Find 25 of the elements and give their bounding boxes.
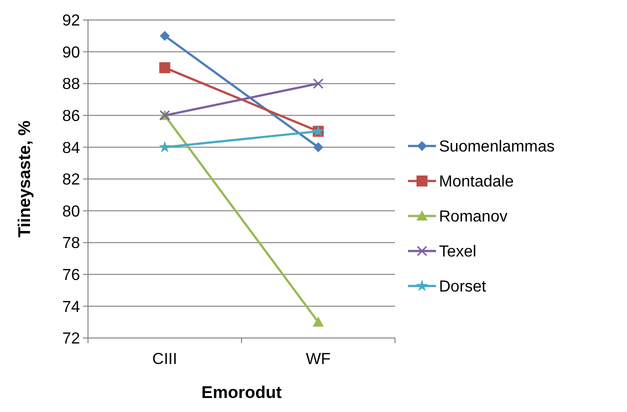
y-tick-label: 84 bbox=[62, 140, 80, 157]
y-tick-label: 88 bbox=[62, 76, 80, 94]
y-tick-label: 76 bbox=[62, 267, 80, 284]
y-tick-label: 74 bbox=[62, 298, 80, 316]
x-tick-label: CIII bbox=[152, 351, 178, 368]
y-tick-label: 80 bbox=[62, 203, 80, 220]
point bbox=[158, 140, 171, 152]
y-tick-label: 92 bbox=[62, 12, 80, 30]
y-tick-label: 90 bbox=[62, 44, 80, 62]
y-tick-label: 72 bbox=[62, 330, 80, 348]
legend-label: Romanov bbox=[439, 208, 508, 226]
y-tick-label: 86 bbox=[62, 108, 80, 125]
point bbox=[160, 30, 170, 41]
point bbox=[313, 78, 324, 89]
y-tick-label: 78 bbox=[62, 235, 80, 252]
legend-label: Dorset bbox=[439, 278, 487, 296]
y-tick-label: 82 bbox=[62, 172, 80, 189]
legend-label: Suomenlammas bbox=[439, 138, 555, 156]
x-axis-title: Emorodut bbox=[201, 383, 282, 402]
point bbox=[159, 62, 170, 74]
legend-label: Texel bbox=[439, 244, 476, 261]
y-axis-title: Tiineysaste, % bbox=[15, 120, 34, 238]
x-tick-label: WF bbox=[306, 351, 331, 368]
point bbox=[313, 142, 324, 152]
legend-label: Montadale bbox=[439, 174, 514, 191]
